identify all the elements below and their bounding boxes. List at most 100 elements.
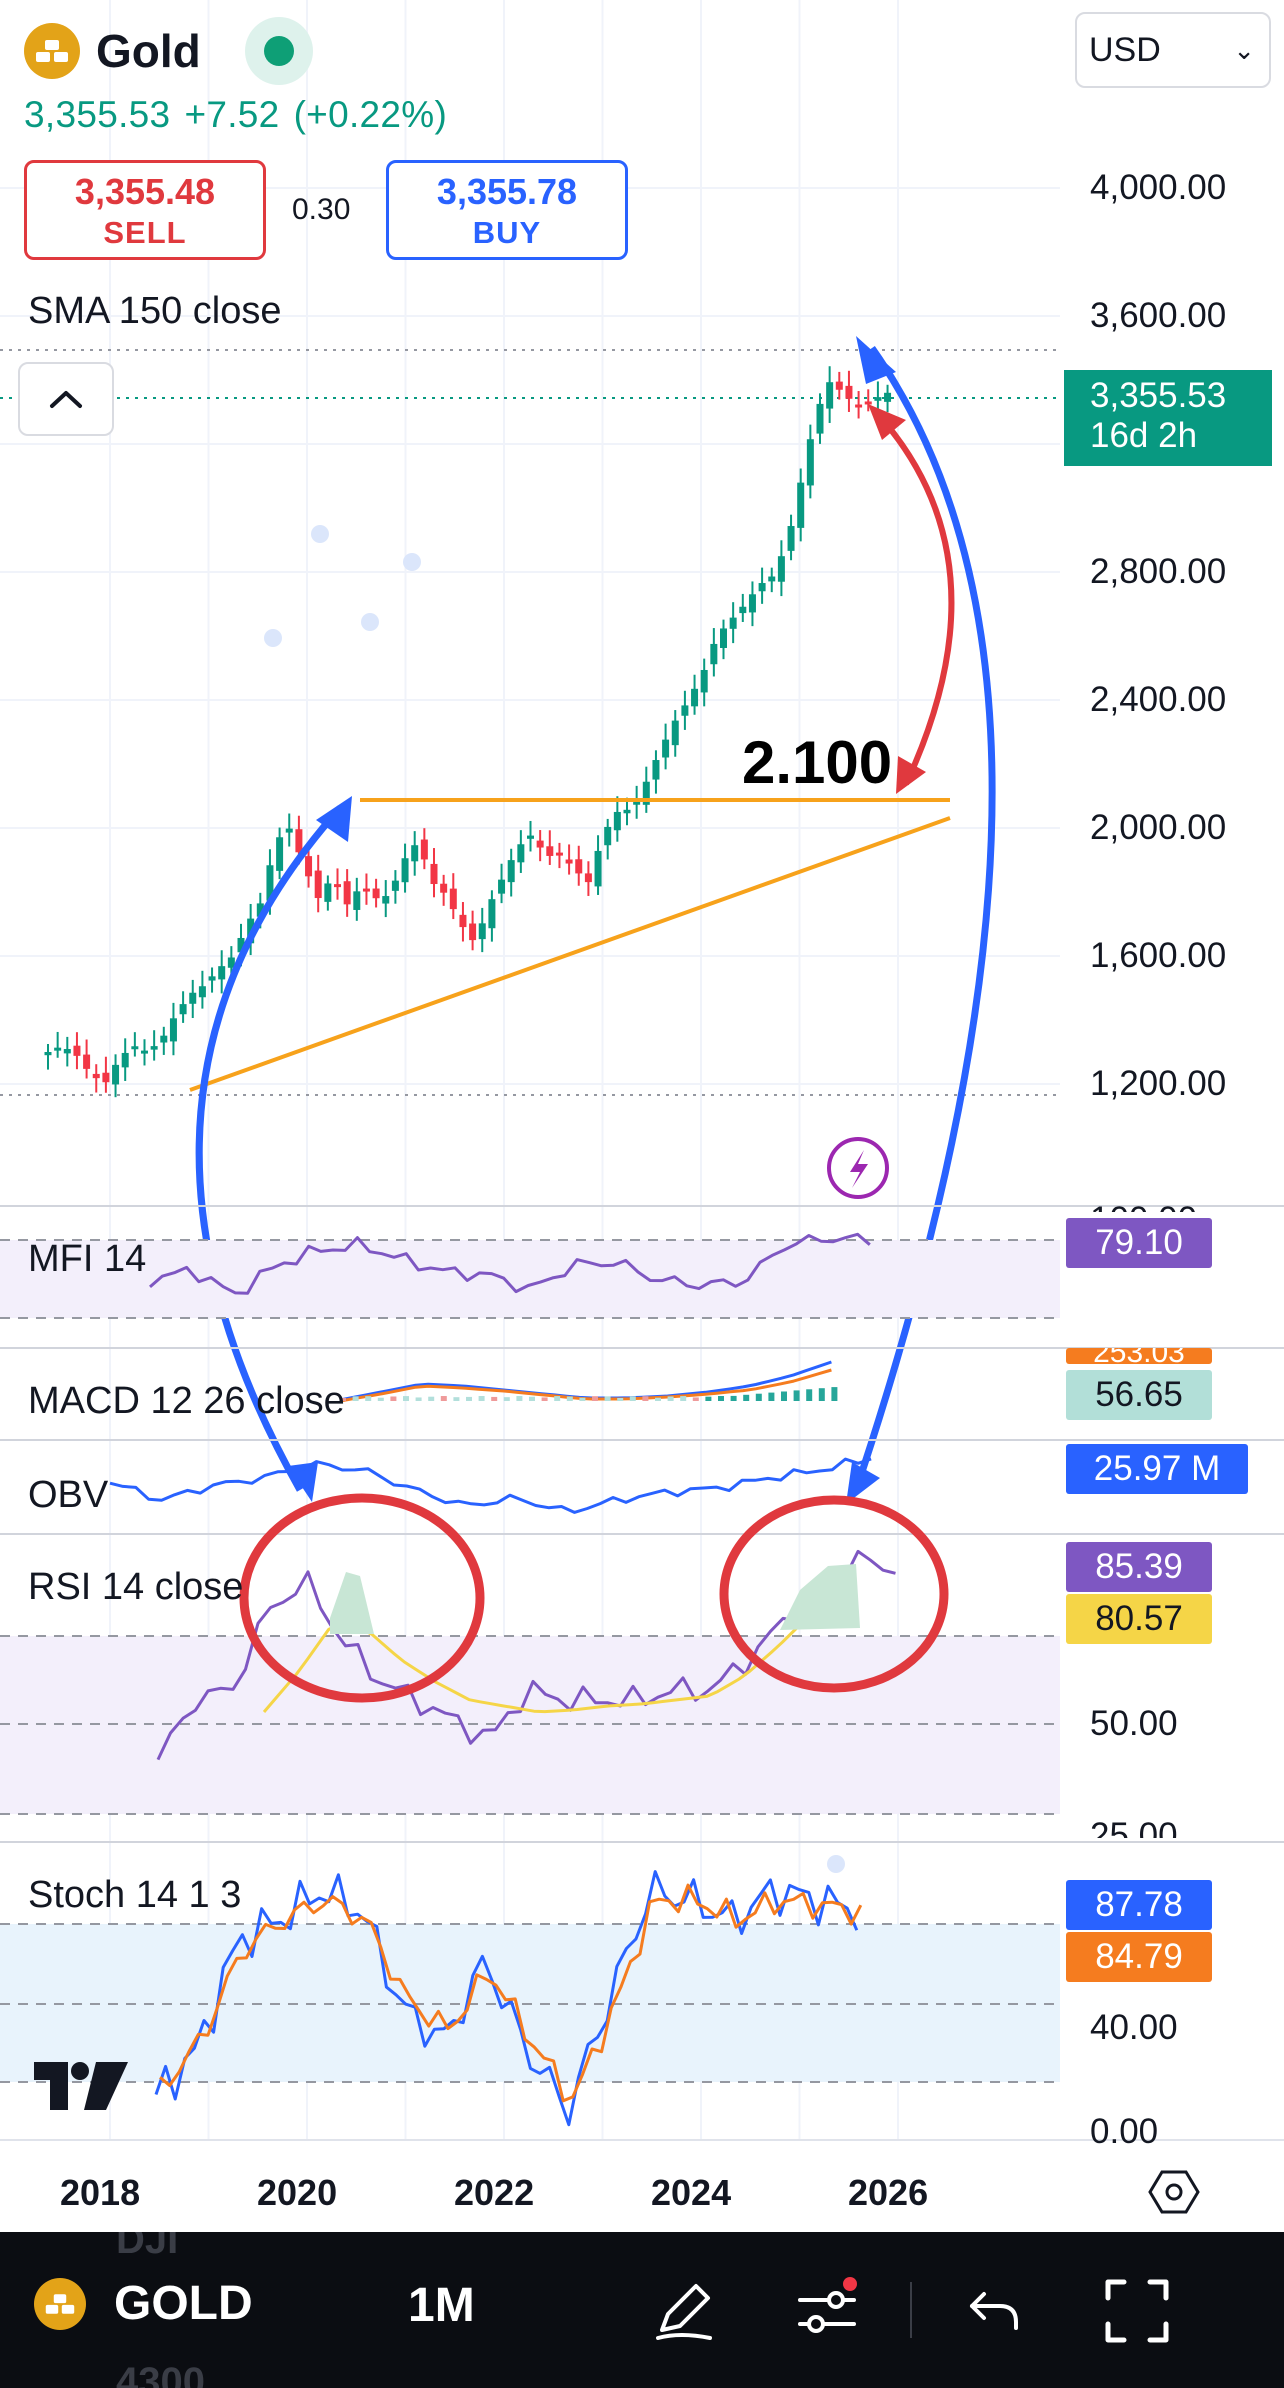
annotation-level-text[interactable]: 2.100	[742, 729, 893, 796]
macd-histogram-bar	[453, 1397, 460, 1401]
candle-body	[121, 1052, 129, 1068]
collapse-button[interactable]	[18, 362, 114, 436]
y-axis-label: 1,200.00	[1090, 1064, 1227, 1103]
candle-body	[54, 1047, 62, 1051]
candle-body	[806, 439, 814, 486]
candle-body	[681, 705, 689, 716]
blue-arrowhead	[846, 1462, 880, 1504]
highlight-circle-right	[719, 1495, 949, 1693]
y-axis-label: 1,600.00	[1090, 936, 1227, 975]
fullscreen-button[interactable]	[1104, 2278, 1170, 2344]
candle-body	[652, 760, 660, 780]
rsi-label[interactable]: RSI 14 close	[28, 1566, 244, 1608]
rsi-axis-label-partial: 25.00	[1090, 1816, 1178, 1838]
toolbar-symbol: GOLD	[114, 2277, 253, 2330]
currency-select[interactable]: USD ⌄	[1075, 12, 1271, 88]
candle-body	[575, 859, 583, 874]
symbol-switch-button[interactable]: GOLD	[34, 2276, 253, 2331]
sma-overlay-label[interactable]: SMA 150 close	[28, 290, 282, 332]
macd-histogram-bar	[718, 1396, 724, 1401]
macd-signal-line	[339, 1368, 832, 1403]
macd-histogram-bar	[554, 1396, 561, 1401]
candle-body	[401, 858, 409, 883]
pen-icon	[656, 2284, 712, 2340]
macd-histogram-bar	[629, 1396, 636, 1401]
candle-body	[478, 923, 486, 940]
macd-label[interactable]: MACD 12 26 close	[28, 1380, 345, 1422]
macd-histogram-bar	[579, 1397, 586, 1401]
price-tag-value: 3,355.53	[1090, 376, 1227, 415]
macd-histogram-bar	[529, 1396, 535, 1401]
mfi-label[interactable]: MFI 14	[28, 1238, 147, 1280]
macd-histogram-bar	[478, 1396, 485, 1401]
spread-value: 0.30	[292, 193, 351, 226]
sell-button[interactable]: 3,355.48 SELL	[24, 160, 266, 260]
chart-canvas[interactable]	[0, 0, 1284, 2232]
macd-histogram-bar	[440, 1396, 447, 1401]
candle-body	[266, 865, 274, 901]
chevron-down-icon: ⌄	[1233, 34, 1255, 65]
candle-body	[584, 873, 592, 883]
interval-button[interactable]: 1M	[408, 2279, 475, 2332]
obv-value-tag: 25.97 M	[1066, 1444, 1248, 1494]
macd-histogram-bar	[730, 1395, 737, 1401]
ghost-price-text: 4300	[116, 2360, 205, 2388]
macd-histogram-bar	[428, 1396, 435, 1401]
x-axis-label: 2020	[257, 2172, 338, 2213]
candle-body	[555, 852, 563, 856]
candle-body	[169, 1018, 177, 1042]
candle-body	[382, 896, 390, 904]
gold-bars-icon	[24, 23, 80, 79]
sell-label: SELL	[103, 215, 187, 250]
candle-body	[227, 957, 235, 968]
candle-body	[546, 846, 554, 856]
candle-body	[498, 879, 506, 894]
candle-body	[411, 845, 419, 862]
chart-settings-button[interactable]	[1148, 2168, 1200, 2221]
macd-histogram-bar	[692, 1397, 699, 1401]
candle-body	[662, 739, 670, 758]
candle-body	[691, 688, 699, 707]
candle-body	[604, 826, 612, 846]
fullscreen-icon	[1105, 2279, 1169, 2343]
draw-button[interactable]	[650, 2276, 718, 2344]
candle-body	[459, 914, 467, 928]
buy-label: BUY	[472, 215, 542, 250]
price-change-percent: (+0.22%)	[293, 94, 448, 135]
candle-body	[469, 923, 477, 941]
buy-price: 3,355.78	[436, 171, 578, 212]
rsi-ma-value-tag: 80.57	[1066, 1594, 1212, 1644]
sell-price: 3,355.48	[74, 171, 216, 212]
candle-body	[295, 829, 303, 853]
chevron-up-icon	[50, 391, 82, 408]
candle-body	[372, 888, 380, 899]
candle-body	[633, 799, 641, 805]
macd-histogram-bar	[818, 1388, 825, 1401]
indicators-button[interactable]	[796, 2276, 868, 2344]
gold-bars-icon	[34, 2277, 86, 2330]
candle-body	[739, 606, 747, 614]
tradingview-logo[interactable]	[34, 2062, 130, 2117]
buy-button[interactable]: 3,355.78 BUY	[386, 160, 628, 260]
stoch-d-value-tag: 84.79	[1066, 1932, 1212, 1982]
macd-histogram-bar	[655, 1397, 661, 1401]
stoch-axis-label: 0.00	[1090, 2112, 1159, 2151]
stoch-label[interactable]: Stoch 14 1 3	[28, 1874, 242, 1916]
x-axis-label: 2022	[454, 2172, 535, 2213]
macd-histogram-bar	[592, 1396, 598, 1401]
macd-histogram-bar	[781, 1391, 787, 1401]
mfi-line	[149, 1232, 871, 1295]
macd-histogram-bar	[793, 1390, 800, 1401]
rsi-value-tag: 85.39	[1066, 1542, 1212, 1592]
macd-histogram-bar	[566, 1396, 573, 1401]
macd-histogram-bar	[390, 1396, 397, 1401]
undo-button[interactable]	[964, 2282, 1024, 2338]
candle-body	[613, 811, 621, 831]
obv-label[interactable]: OBV	[28, 1474, 109, 1516]
red-arrowhead	[896, 756, 926, 794]
candle-body	[729, 617, 737, 629]
candle-body	[189, 992, 197, 1004]
obv-line	[109, 1457, 872, 1514]
symbol-row[interactable]: Gold	[24, 17, 313, 85]
candle-body	[179, 1004, 187, 1015]
